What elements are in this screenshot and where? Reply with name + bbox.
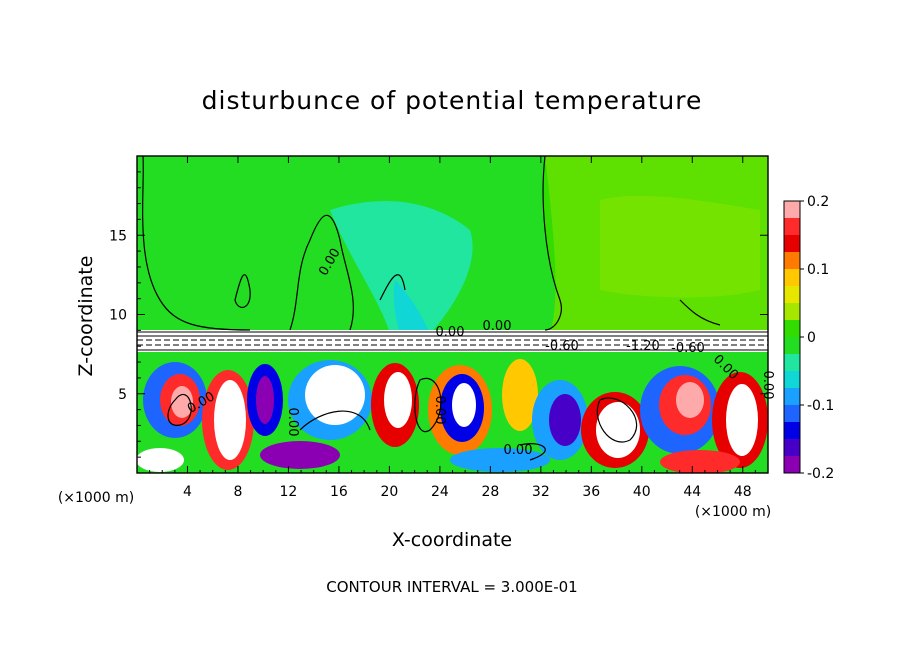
y-axis: 5 10 15 [109, 171, 768, 458]
x-axis: 4 8 12 16 20 24 28 32 36 40 44 48 [149, 156, 756, 500]
x-tick-label: 16 [330, 484, 348, 500]
x-tick-label: 48 [734, 484, 752, 500]
y-tick-label: 10 [109, 308, 127, 324]
x-unit-label-left: (×1000 m) [58, 490, 134, 506]
x-axis-title: X-coordinate [392, 529, 512, 551]
colorbar-segment [784, 252, 800, 270]
heatmap-field [137, 156, 768, 473]
colorbar [783, 200, 801, 474]
colorbar-segment [784, 354, 800, 372]
upper-field-cyan [330, 201, 473, 334]
colorbar-tick-label: -0.2 [807, 466, 834, 482]
colorbar-ticks: 0.2 0.1 0 -0.1 -0.2 [800, 194, 834, 482]
contour-label: 0.00 [432, 396, 447, 425]
colorbar-segment [784, 388, 800, 406]
colorbar-segment [784, 422, 800, 440]
colorbar-segment [784, 405, 800, 423]
colorbar-segment [784, 371, 800, 389]
turbulent-blobs [137, 359, 768, 473]
colorbar-tick-label: -0.1 [807, 398, 834, 414]
colorbar-segment [784, 439, 800, 457]
contour-label: 0.00 [483, 319, 512, 334]
colorbar-segment [784, 456, 800, 474]
chart-title: disturbunce of potential temperature [201, 86, 703, 115]
colorbar-segment [784, 235, 800, 253]
contour-lines [142, 156, 721, 461]
contour-label: -0.60 [545, 339, 579, 354]
contour-interval-note: CONTOUR INTERVAL = 3.000E-01 [326, 578, 578, 596]
x-unit-label-right: (×1000 m) [695, 504, 771, 520]
colorbar-segment [784, 286, 800, 304]
x-tick-label: 20 [380, 484, 398, 500]
x-tick-label: 24 [431, 484, 449, 500]
x-tick-label: 40 [633, 484, 651, 500]
contour-label: -1.20 [626, 339, 660, 354]
colorbar-tick-label: 0 [807, 330, 816, 346]
contour-label: 0.00 [436, 325, 465, 340]
x-tick-label: 4 [183, 484, 192, 500]
colorbar-segment [784, 320, 800, 338]
colorbar-segment [784, 337, 800, 355]
contour-label: 0.00 [504, 443, 533, 458]
colorbar-tick-label: 0.1 [807, 262, 829, 278]
x-tick-label: 36 [582, 484, 600, 500]
contour-label: 0.00 [285, 408, 300, 437]
colorbar-tick-label: 0.2 [807, 194, 829, 210]
contour-label: -0.60 [671, 341, 705, 356]
colorbar-segment [784, 303, 800, 321]
y-axis-title: Z-coordinate [75, 256, 97, 377]
x-tick-label: 12 [280, 484, 298, 500]
x-tick-label: 28 [481, 484, 499, 500]
x-tick-label: 44 [683, 484, 701, 500]
colorbar-segment [784, 269, 800, 287]
x-tick-label: 8 [233, 484, 242, 500]
x-tick-label: 32 [532, 484, 550, 500]
colorbar-segment [784, 218, 800, 236]
y-tick-label: 5 [118, 387, 127, 403]
colorbar-segment [784, 201, 800, 219]
y-tick-label: 15 [109, 228, 127, 244]
